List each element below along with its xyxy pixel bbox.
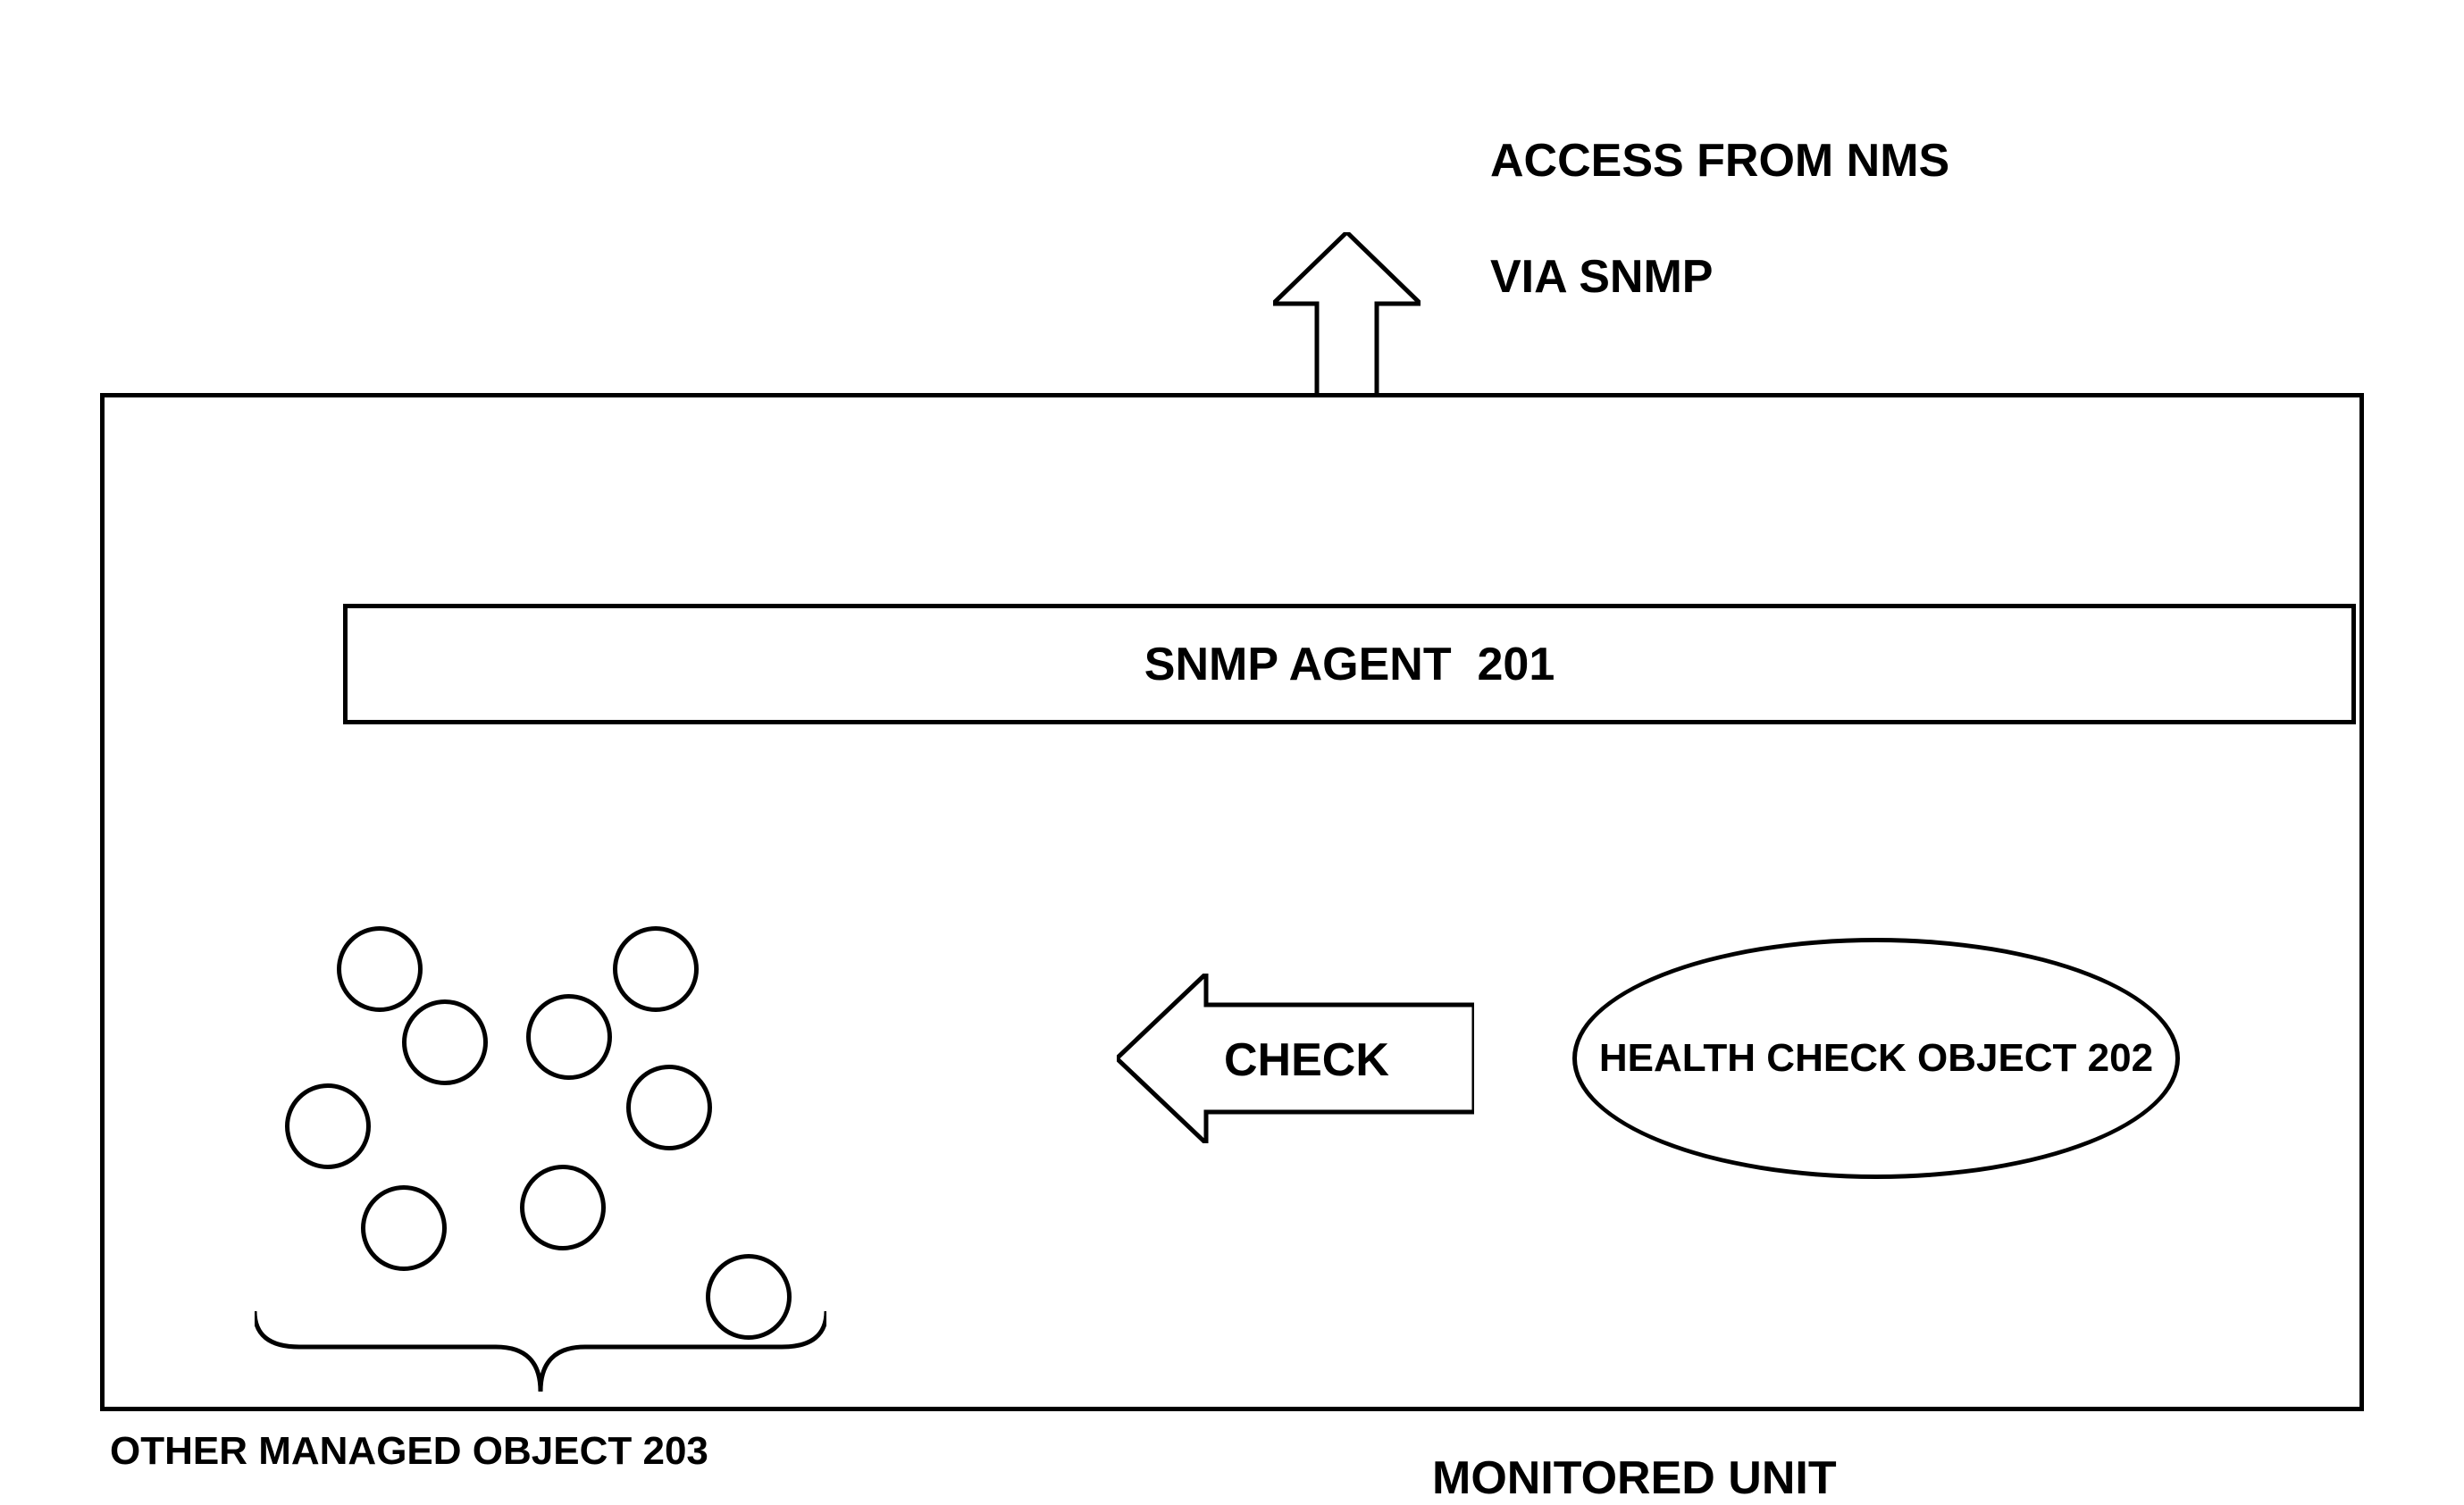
access-label-line2: VIA SNMP	[1490, 250, 1713, 304]
monitored-unit-box	[100, 393, 2364, 1411]
monitored-unit-label: MONITORED UNIT	[1432, 1451, 1837, 1505]
managed-object-dot	[361, 1185, 447, 1271]
access-label-line1: ACCESS FROM NMS	[1490, 134, 1949, 188]
managed-object-dot	[526, 994, 612, 1080]
snmp-agent-box: SNMP AGENT 201	[343, 604, 2356, 724]
managed-object-dot	[402, 999, 488, 1085]
health-check-ellipse: HEALTH CHECK OBJECT 202	[1572, 938, 2180, 1179]
snmp-agent-label: SNMP AGENT 201	[1144, 638, 1555, 691]
health-check-label: HEALTH CHECK OBJECT 202	[1599, 1036, 2153, 1081]
managed-object-dot	[285, 1083, 371, 1169]
managed-object-dot	[337, 926, 423, 1012]
brace-icon	[255, 1311, 826, 1396]
managed-object-dot	[613, 926, 699, 1012]
check-label: CHECK	[1224, 1033, 1389, 1087]
managed-object-dot	[626, 1065, 712, 1150]
managed-object-dot	[520, 1165, 606, 1250]
other-managed-label: OTHER MANAGED OBJECT 203	[110, 1429, 708, 1474]
